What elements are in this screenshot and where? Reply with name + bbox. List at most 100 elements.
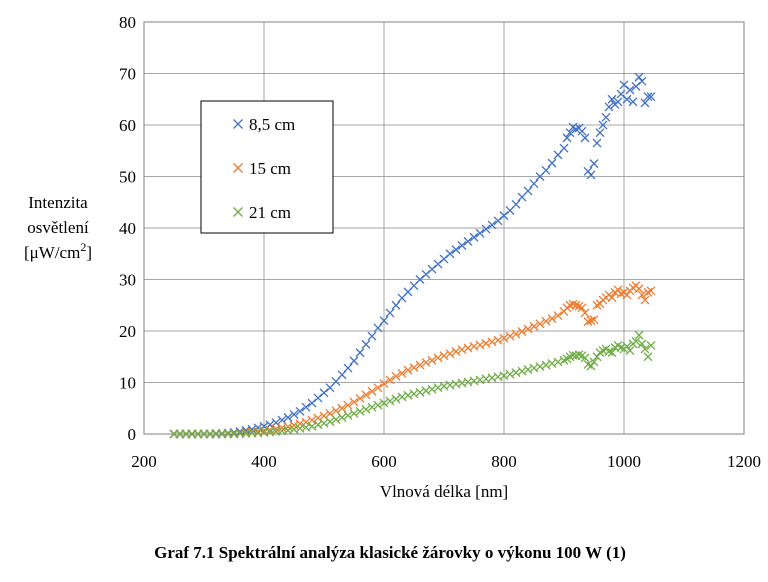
data-point (646, 92, 656, 102)
data-point (355, 394, 365, 403)
data-point (397, 368, 407, 378)
data-point (583, 317, 593, 327)
data-point (451, 245, 461, 255)
x-tick-labels: 200 400 600 800 1000 1200 (131, 452, 761, 471)
data-point (295, 406, 305, 416)
data-point (535, 319, 545, 329)
data-point (343, 363, 353, 373)
data-point (622, 94, 632, 104)
legend-item: 15 cm (233, 159, 291, 178)
y-axis-unit: [μW/cm (24, 243, 80, 262)
data-point (637, 339, 647, 349)
data-point (568, 299, 578, 309)
data-point (487, 220, 497, 230)
series-21 cm (169, 330, 656, 439)
data-point (571, 300, 581, 310)
data-point (586, 316, 596, 326)
data-point (634, 330, 644, 340)
legend-label: 8,5 cm (249, 115, 295, 134)
data-point (337, 413, 347, 422)
data-point (475, 228, 485, 238)
data-point (379, 379, 389, 388)
data-point (586, 170, 596, 180)
data-point (517, 327, 527, 336)
data-point (361, 390, 371, 400)
data-point (574, 350, 584, 360)
data-point (598, 120, 608, 130)
data-point (379, 398, 389, 408)
data-point (646, 286, 656, 296)
data-point (511, 199, 521, 209)
legend-label: 21 cm (249, 203, 291, 222)
data-point (391, 300, 401, 310)
y-tick-label: 20 (119, 322, 136, 341)
data-point (589, 315, 599, 325)
data-point (439, 351, 449, 361)
data-point (607, 348, 617, 358)
data-point (391, 394, 401, 404)
data-point (403, 365, 413, 375)
data-point (349, 356, 359, 366)
data-point (409, 363, 419, 373)
data-point (289, 409, 299, 419)
legend-box (200, 100, 334, 234)
data-point (646, 340, 656, 350)
data-point (565, 128, 575, 138)
legend-marker (233, 163, 243, 173)
data-point (361, 404, 371, 414)
y-tick-label: 10 (119, 374, 136, 393)
figure-caption: Graf 7.1 Spektrální analýza klasické žár… (154, 543, 626, 562)
data-point (559, 143, 569, 153)
data-point (580, 353, 590, 363)
data-point (613, 97, 623, 107)
legend-marker (233, 207, 243, 217)
data-point (457, 241, 467, 250)
data-point (421, 357, 431, 367)
data-point (562, 133, 572, 143)
data-point (640, 295, 650, 305)
legend-item: 8,5 cm (233, 115, 295, 134)
data-point (373, 323, 383, 333)
data-point (640, 344, 650, 354)
y-tick-label: 70 (119, 65, 136, 84)
data-point (589, 159, 599, 169)
data-point (523, 324, 533, 334)
data-point (445, 349, 455, 359)
y-tick-label: 40 (119, 219, 136, 238)
data-point (586, 361, 596, 371)
data-point (529, 321, 539, 331)
data-point (481, 224, 491, 234)
data-point (637, 76, 647, 86)
data-point (427, 355, 437, 365)
y-tick-label: 80 (119, 13, 136, 32)
data-point (283, 413, 293, 422)
data-point (355, 406, 365, 416)
data-point (547, 314, 557, 324)
data-point (373, 400, 383, 410)
data-point (553, 311, 563, 321)
data-point (379, 316, 389, 326)
y-tick-label: 0 (128, 425, 137, 444)
data-point (367, 331, 377, 341)
data-point (331, 415, 341, 425)
data-point (634, 72, 644, 82)
data-point (367, 386, 377, 396)
y-axis-label-line3: [μW/cm2] (24, 240, 92, 262)
data-point (337, 403, 347, 413)
data-point (631, 336, 641, 346)
y-axis-label: Intenzita osvětlení [μW/cm2] (24, 193, 92, 262)
y-tick-labels: 0 10 20 30 40 50 60 70 80 (119, 13, 136, 444)
data-point (523, 186, 533, 196)
data-point (541, 316, 551, 326)
data-point (541, 165, 551, 175)
data-point (634, 284, 644, 294)
y-axis-label-line2: osvětlení (27, 218, 89, 237)
y-axis-unit-close: ] (86, 243, 92, 262)
legend: 8,5 cm 15 cm 21 cm (200, 100, 334, 234)
data-point (361, 339, 371, 349)
y-axis-label-line1: Intenzita (28, 193, 88, 212)
data-point (385, 375, 395, 385)
y-tick-label: 50 (119, 168, 136, 187)
data-point (385, 396, 395, 406)
data-point (625, 85, 635, 95)
